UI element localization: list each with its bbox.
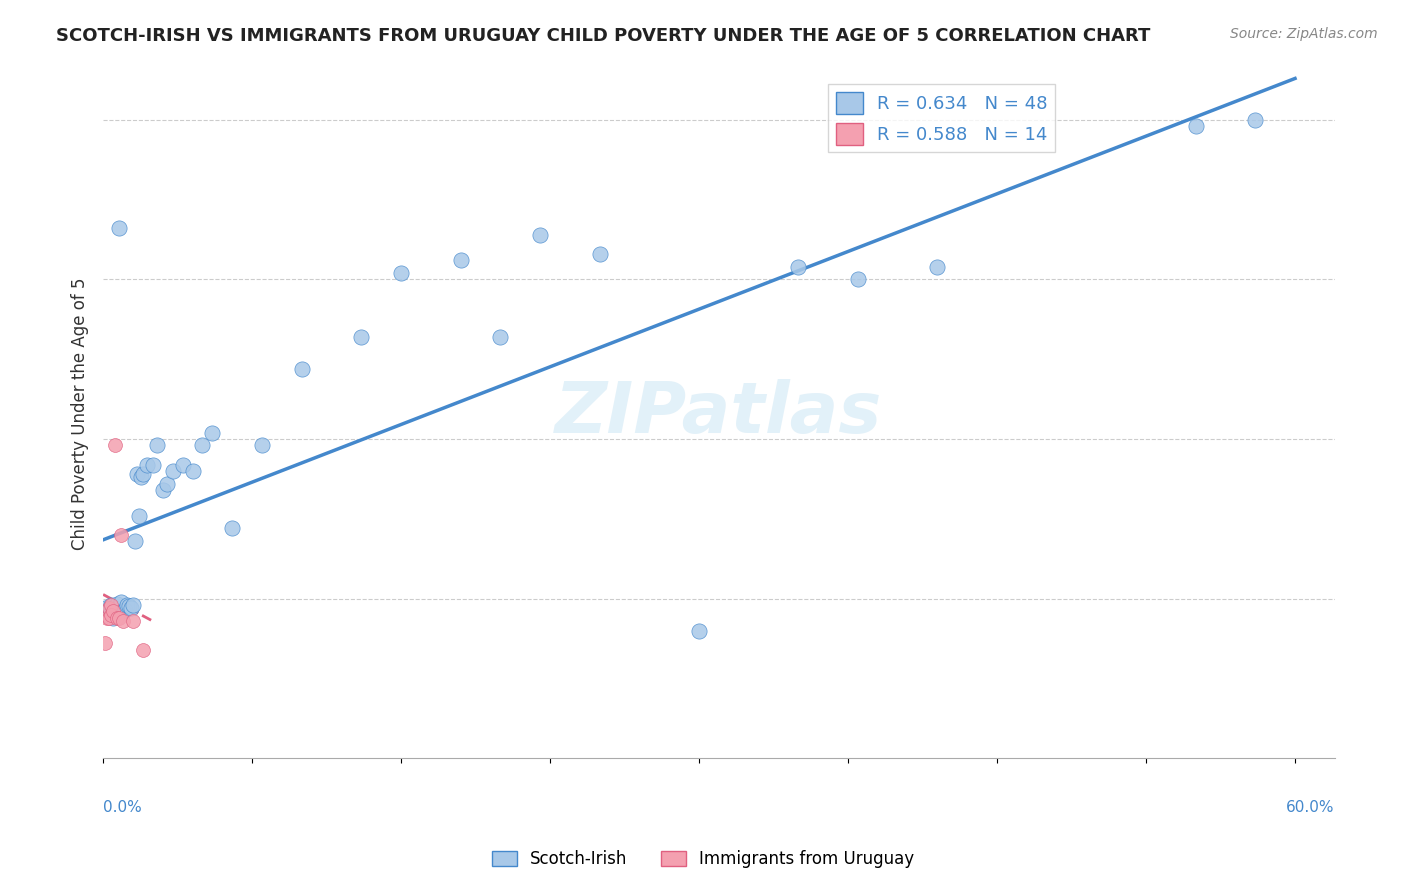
Text: SCOTCH-IRISH VS IMMIGRANTS FROM URUGUAY CHILD POVERTY UNDER THE AGE OF 5 CORRELA: SCOTCH-IRISH VS IMMIGRANTS FROM URUGUAY … — [56, 27, 1150, 45]
Point — [450, 253, 472, 268]
Y-axis label: Child Poverty Under the Age of 5: Child Poverty Under the Age of 5 — [72, 277, 89, 549]
Point — [191, 438, 214, 452]
Point — [135, 458, 157, 472]
Point — [787, 260, 810, 274]
Point — [927, 260, 949, 274]
Point — [100, 604, 122, 618]
Point — [221, 521, 243, 535]
Point — [145, 438, 167, 452]
Point — [114, 603, 136, 617]
Point — [100, 598, 122, 612]
Point — [389, 266, 412, 280]
Point — [94, 601, 117, 615]
Point — [104, 606, 127, 620]
Point — [105, 597, 128, 611]
Point — [122, 598, 145, 612]
Point — [100, 607, 122, 622]
Text: Source: ZipAtlas.com: Source: ZipAtlas.com — [1230, 27, 1378, 41]
Text: 0.0%: 0.0% — [103, 800, 142, 814]
Point — [128, 508, 150, 523]
Point — [118, 599, 141, 614]
Point — [96, 611, 118, 625]
Point — [111, 614, 134, 628]
Point — [104, 438, 127, 452]
Point — [489, 330, 512, 344]
Point — [98, 603, 121, 617]
Text: 60.0%: 60.0% — [1286, 800, 1334, 814]
Point — [110, 528, 132, 542]
Point — [142, 458, 165, 472]
Point — [98, 611, 121, 625]
Point — [181, 464, 204, 478]
Point — [101, 604, 124, 618]
Point — [201, 425, 224, 440]
Point — [105, 611, 128, 625]
Legend: Scotch-Irish, Immigrants from Uruguay: Scotch-Irish, Immigrants from Uruguay — [485, 844, 921, 875]
Point — [98, 601, 121, 615]
Point — [110, 595, 132, 609]
Point — [350, 330, 373, 344]
Point — [101, 601, 124, 615]
Point — [129, 470, 152, 484]
Point — [132, 642, 155, 657]
Point — [589, 246, 612, 260]
Legend: R = 0.634   N = 48, R = 0.588   N = 14: R = 0.634 N = 48, R = 0.588 N = 14 — [828, 85, 1054, 152]
Point — [529, 227, 551, 242]
Point — [132, 467, 155, 482]
Point — [1184, 119, 1206, 133]
Point — [100, 598, 122, 612]
Point — [101, 611, 124, 625]
Point — [162, 464, 184, 478]
Point — [291, 361, 314, 376]
Point — [98, 606, 121, 620]
Text: ZIPatlas: ZIPatlas — [555, 379, 883, 448]
Point — [122, 614, 145, 628]
Point — [846, 272, 869, 286]
Point — [1244, 112, 1267, 127]
Point — [125, 467, 148, 482]
Point — [115, 598, 138, 612]
Point — [94, 636, 117, 650]
Point — [250, 438, 273, 452]
Point — [111, 604, 134, 618]
Point — [124, 534, 146, 549]
Point — [172, 458, 194, 472]
Point — [96, 607, 118, 622]
Point — [152, 483, 174, 497]
Point — [688, 624, 710, 638]
Point — [120, 601, 142, 615]
Point — [108, 611, 131, 625]
Point — [108, 221, 131, 235]
Point — [156, 476, 179, 491]
